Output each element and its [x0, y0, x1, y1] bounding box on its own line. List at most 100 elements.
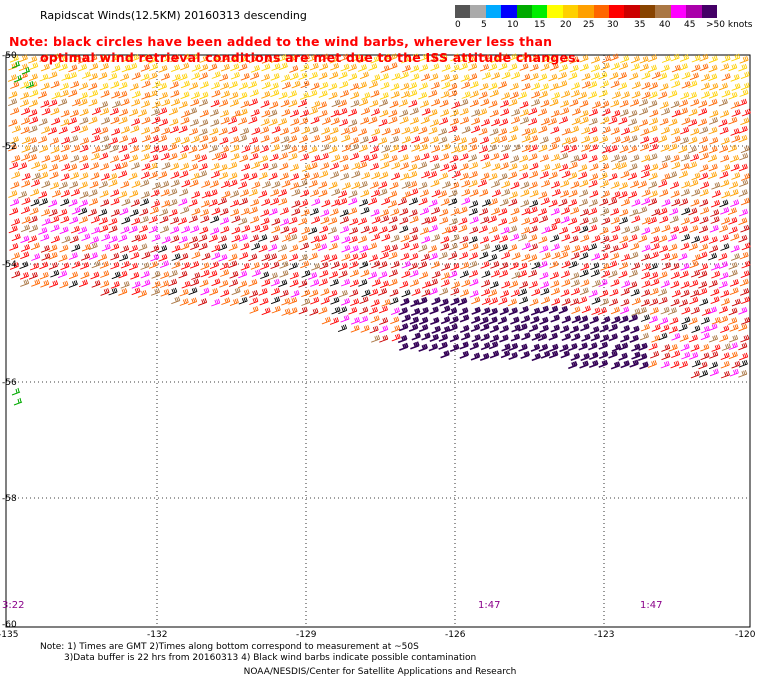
wind-barb [168, 143, 178, 152]
wind-barb [530, 307, 541, 316]
wind-barb [519, 296, 529, 305]
wind-barb [648, 342, 658, 351]
wind-barb [519, 172, 529, 180]
wind-barb [571, 107, 581, 116]
wind-barb [288, 54, 298, 63]
wind-barb [140, 262, 150, 270]
wind-barb [321, 316, 331, 325]
wind-barb [19, 99, 29, 108]
wind-barb [358, 144, 368, 153]
latitude-label: -54 [2, 260, 17, 270]
longitude-label: -126 [445, 630, 466, 640]
wind-barb [549, 98, 559, 107]
wind-barb [641, 280, 651, 288]
wind-barb [190, 278, 200, 287]
wind-barb [178, 198, 188, 206]
wind-barb [321, 117, 331, 125]
wind-barb [428, 126, 438, 135]
wind-barbs [7, 53, 751, 406]
wind-barb [599, 227, 609, 235]
wind-barb [480, 136, 490, 145]
wind-barb [270, 73, 280, 81]
wind-barb [688, 108, 698, 117]
legend-swatch [562, 5, 579, 18]
wind-barb [499, 334, 509, 343]
wind-barb [711, 181, 721, 190]
wind-barb [319, 81, 329, 90]
wind-barb [388, 251, 398, 260]
wind-barb [739, 152, 749, 161]
wind-barb [641, 216, 651, 225]
wind-barb [740, 82, 750, 91]
wind-barb [91, 145, 101, 154]
wind-barb [678, 360, 688, 369]
wind-barb [60, 118, 70, 127]
wind-barb [180, 62, 190, 71]
wind-barb [409, 269, 419, 278]
wind-barb [280, 99, 290, 108]
wind-barb [427, 245, 437, 253]
wind-barb [220, 116, 230, 125]
wind-barb [181, 225, 191, 234]
wind-barb [391, 72, 401, 81]
wind-barb [711, 190, 721, 198]
wind-barb [548, 199, 558, 208]
wind-barb [630, 288, 640, 297]
wind-barb [419, 100, 429, 108]
wind-barb [281, 81, 291, 90]
wind-barb [500, 108, 510, 117]
wind-barb [698, 251, 708, 260]
wind-barb [91, 107, 101, 116]
wind-barb [60, 198, 70, 207]
wind-barb [490, 234, 500, 243]
wind-barb [628, 269, 638, 278]
wind-barb [348, 190, 358, 198]
wind-barb [579, 54, 589, 63]
wind-barb [359, 260, 369, 269]
wind-barb [631, 199, 641, 207]
wind-barb [220, 180, 231, 189]
wind-barb [728, 351, 738, 360]
wind-barb [299, 92, 309, 100]
wind-barb [668, 90, 678, 98]
wind-barb [517, 270, 527, 278]
wind-barb [487, 289, 498, 297]
wind-barb [269, 101, 279, 109]
wind-barb [50, 269, 60, 278]
wind-barb [731, 109, 741, 117]
wind-barb [291, 80, 301, 89]
wind-barb [258, 190, 268, 198]
wind-barb [468, 269, 479, 278]
wind-barb [487, 144, 498, 153]
wind-barb [9, 262, 19, 270]
wind-barb [529, 162, 539, 171]
wind-barb [399, 162, 409, 170]
wind-barb [628, 163, 638, 171]
wind-barb [699, 126, 709, 135]
wind-barb [370, 89, 380, 98]
wind-barb [570, 181, 580, 189]
wind-barb [648, 125, 658, 133]
wind-barb [359, 245, 369, 253]
wind-barb [69, 180, 79, 189]
wind-barb [459, 314, 470, 323]
wind-barb [51, 117, 61, 126]
wind-barb [31, 253, 41, 261]
wind-barb [528, 181, 538, 190]
wind-barb [659, 317, 669, 325]
wind-barb [11, 171, 21, 179]
wind-barb [520, 226, 531, 235]
wind-barb [520, 189, 530, 197]
wind-barb [378, 226, 388, 234]
wind-barb [600, 190, 610, 199]
wind-barb [658, 296, 668, 305]
wind-barb [739, 278, 749, 287]
wind-barb [449, 343, 460, 352]
wind-barb [591, 279, 601, 288]
wind-barb [140, 171, 150, 180]
wind-barb [670, 73, 680, 81]
wind-barb [388, 269, 398, 278]
wind-barb [69, 135, 79, 143]
wind-barb [620, 360, 630, 369]
wind-barb [210, 162, 220, 171]
